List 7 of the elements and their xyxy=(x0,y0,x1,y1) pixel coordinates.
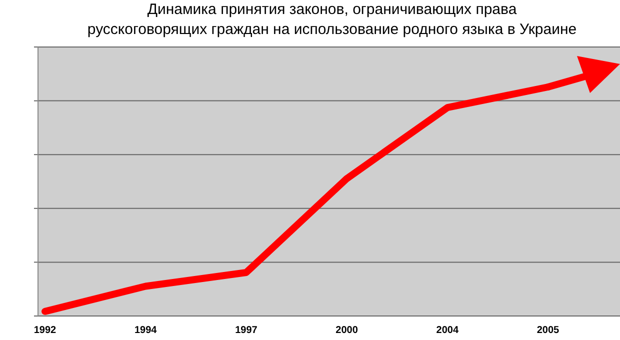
x-tick-label: 2004 xyxy=(436,325,459,336)
x-tick-label: 2005 xyxy=(536,325,560,336)
x-tick-label: 2000 xyxy=(336,325,358,336)
x-tick-label: 1992 xyxy=(34,325,57,336)
x-tick-label: 1997 xyxy=(235,325,258,336)
x-tick-label: 1994 xyxy=(134,325,158,336)
chart-title: Динамика принятия законов, ограничивающих права русскоговорящих граждан на использование родного языка в Украине xyxy=(87,1,577,38)
